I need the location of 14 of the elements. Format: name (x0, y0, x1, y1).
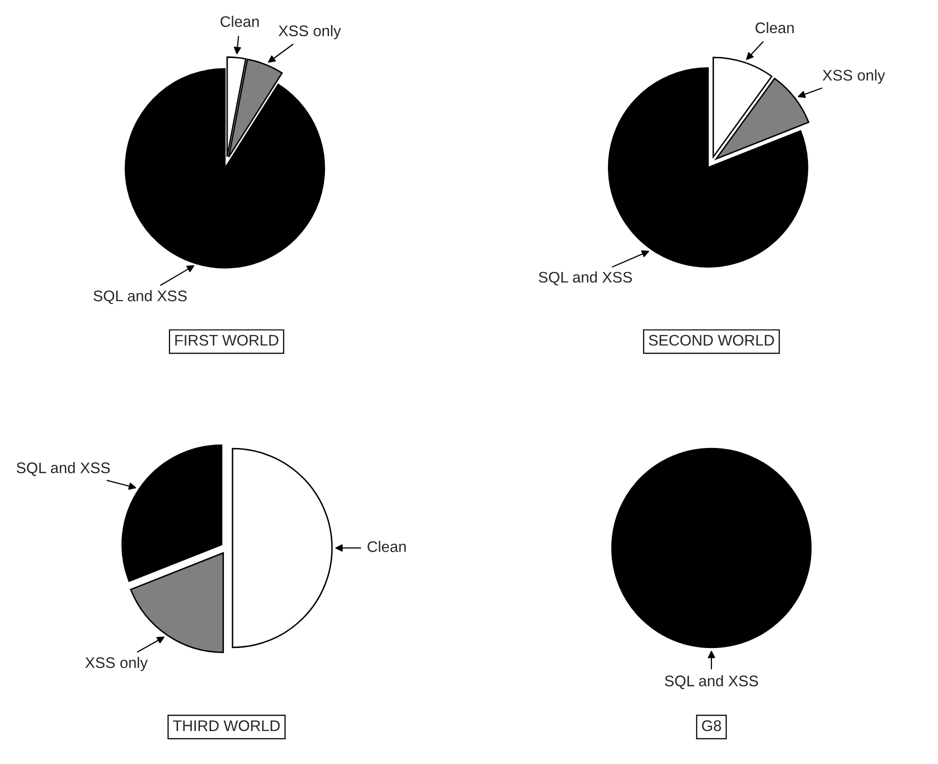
slice-label: Clean (756, 22, 794, 34)
slice-label: XSS only (85, 656, 148, 672)
slice-label: XSS only (822, 69, 886, 84)
text: SECOND WORLD (648, 334, 774, 346)
text: FIRST WORLD (175, 334, 278, 346)
text: G8 (702, 720, 721, 732)
slice-label: SQL and XSS (16, 462, 110, 476)
legend-label: SQL and XSS (664, 675, 758, 690)
slice-label: Clean (220, 16, 259, 28)
slice-label: XSS only (278, 25, 342, 40)
legend-label: Clean (368, 540, 406, 552)
slice-label: SQL and XSS (94, 290, 187, 304)
legend-label: SQL and XSS (538, 271, 632, 286)
text: THIRD WORLD (173, 720, 280, 732)
